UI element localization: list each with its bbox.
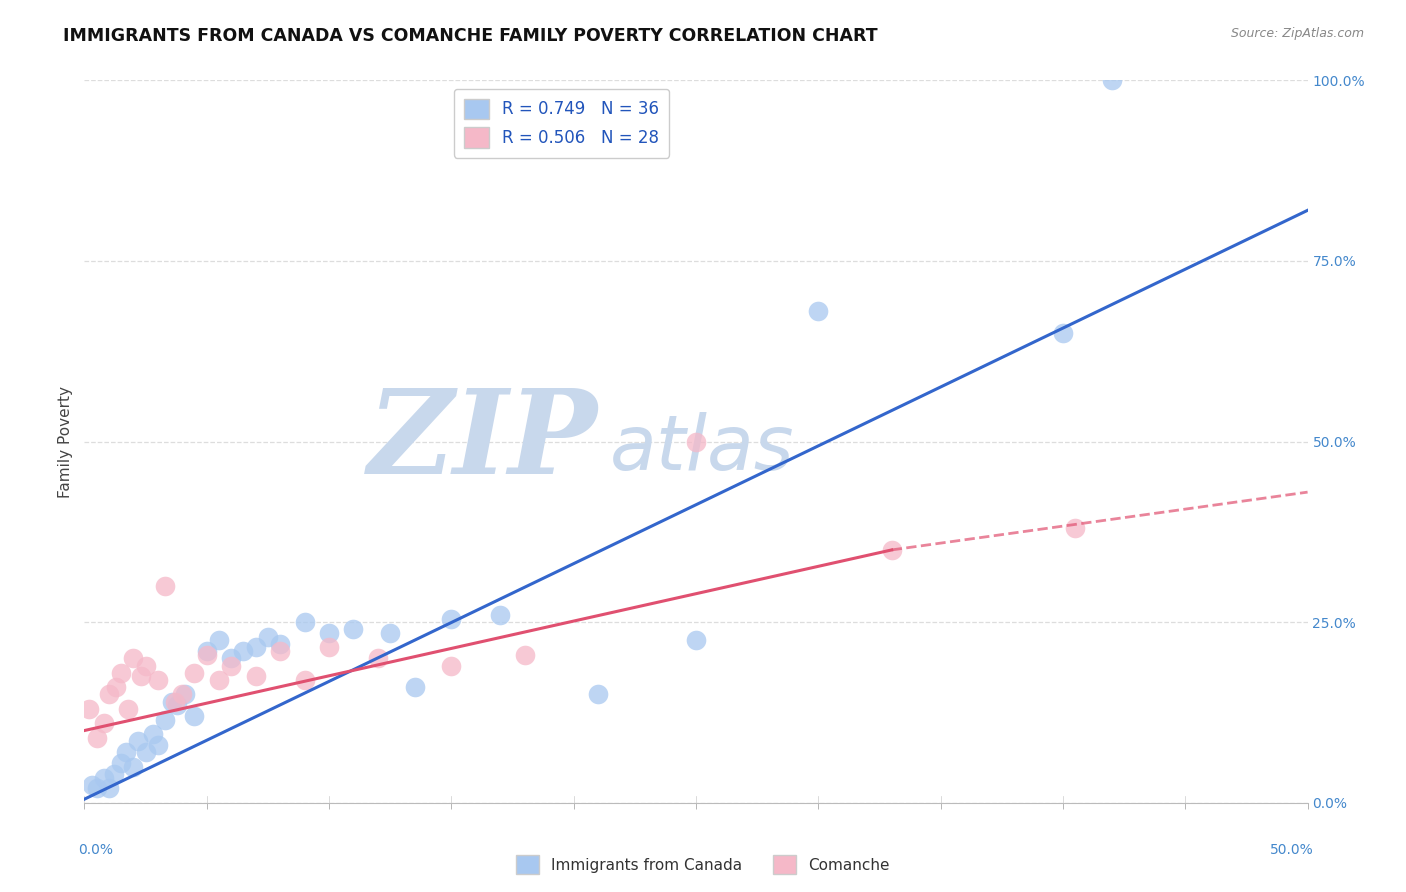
Point	[86, 731, 108, 745]
Point	[115, 745, 138, 759]
Point	[1052, 326, 1074, 341]
Point	[318, 626, 340, 640]
Point	[269, 644, 291, 658]
Legend: R = 0.749   N = 36, R = 0.506   N = 28: R = 0.749 N = 36, R = 0.506 N = 28	[454, 88, 669, 158]
Point	[135, 658, 157, 673]
Point	[93, 771, 115, 785]
Point	[489, 607, 512, 622]
Point	[586, 687, 609, 701]
Point	[318, 640, 340, 655]
Point	[129, 669, 152, 683]
Point	[153, 713, 176, 727]
Point	[166, 698, 188, 713]
Point	[404, 680, 426, 694]
Point	[513, 648, 536, 662]
Point	[807, 304, 830, 318]
Text: ZIP: ZIP	[368, 384, 598, 499]
Point	[117, 702, 139, 716]
Point	[110, 665, 132, 680]
Point	[440, 611, 463, 625]
Point	[685, 633, 707, 648]
Point	[135, 745, 157, 759]
Point	[122, 651, 145, 665]
Point	[342, 623, 364, 637]
Text: 0.0%: 0.0%	[79, 843, 114, 856]
Point	[146, 673, 169, 687]
Point	[1101, 73, 1123, 87]
Point	[86, 781, 108, 796]
Point	[80, 778, 103, 792]
Point	[183, 709, 205, 723]
Point	[153, 579, 176, 593]
Point	[122, 760, 145, 774]
Point	[105, 680, 128, 694]
Text: atlas: atlas	[610, 412, 794, 486]
Point	[219, 658, 242, 673]
Point	[195, 644, 218, 658]
Point	[219, 651, 242, 665]
Point	[269, 637, 291, 651]
Point	[257, 630, 280, 644]
Point	[146, 738, 169, 752]
Point	[173, 687, 195, 701]
Point	[163, 695, 186, 709]
Point	[208, 673, 231, 687]
Point	[77, 702, 100, 716]
Legend: Immigrants from Canada, Comanche: Immigrants from Canada, Comanche	[510, 849, 896, 880]
Point	[97, 687, 120, 701]
Point	[294, 615, 316, 630]
Point	[294, 673, 316, 687]
Point	[195, 648, 218, 662]
Point	[245, 640, 267, 655]
Point	[380, 626, 402, 640]
Point	[93, 716, 115, 731]
Point	[440, 658, 463, 673]
Point	[127, 734, 149, 748]
Point	[103, 767, 125, 781]
Y-axis label: Family Poverty: Family Poverty	[58, 385, 73, 498]
Point	[208, 633, 231, 648]
Point	[245, 669, 267, 683]
Point	[142, 727, 165, 741]
Text: 50.0%: 50.0%	[1270, 843, 1313, 856]
Text: IMMIGRANTS FROM CANADA VS COMANCHE FAMILY POVERTY CORRELATION CHART: IMMIGRANTS FROM CANADA VS COMANCHE FAMIL…	[63, 27, 877, 45]
Point	[685, 434, 707, 449]
Point	[162, 695, 184, 709]
Point	[1064, 521, 1087, 535]
Point	[172, 687, 194, 701]
Point	[880, 542, 903, 557]
Point	[232, 644, 254, 658]
Point	[367, 651, 389, 665]
Point	[183, 665, 205, 680]
Text: Source: ZipAtlas.com: Source: ZipAtlas.com	[1230, 27, 1364, 40]
Point	[97, 781, 120, 796]
Point	[110, 756, 132, 770]
